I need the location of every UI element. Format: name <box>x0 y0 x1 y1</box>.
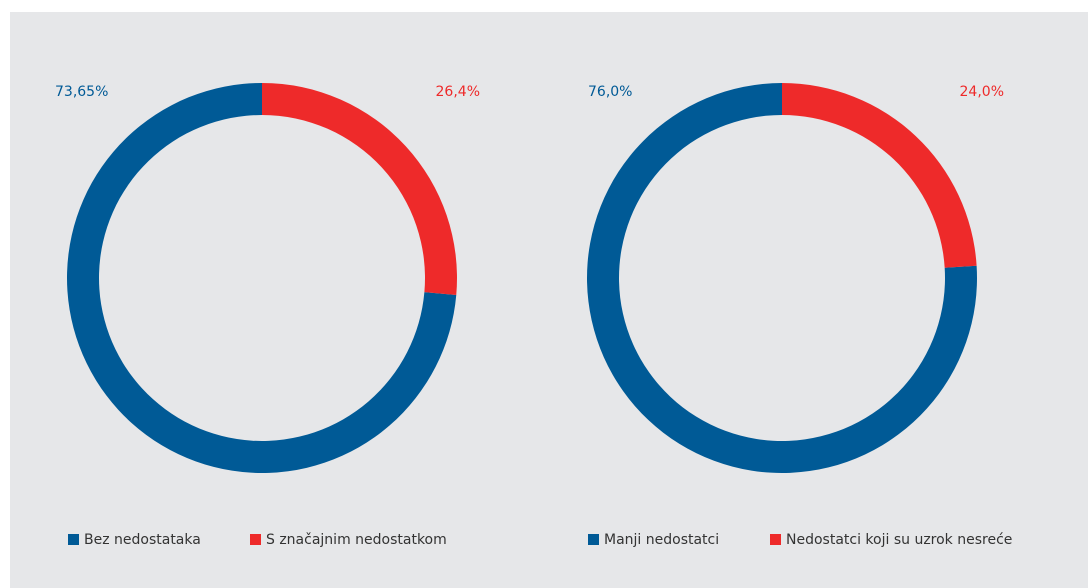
panel <box>10 12 1088 588</box>
value-label: 76,0% <box>588 84 632 100</box>
legend-swatch <box>770 534 781 545</box>
legend-swatch <box>588 534 599 545</box>
legend-label: Bez nedostataka <box>84 532 201 548</box>
legend-label: Nedostatci koji su uzrok nesreće <box>786 532 1012 548</box>
legend-swatch <box>250 534 261 545</box>
legend-label: S značajnim nedostatkom <box>266 532 447 548</box>
value-label: 26,4% <box>436 84 480 100</box>
donut-segment <box>262 83 458 295</box>
legend-swatch <box>68 534 79 545</box>
value-label: 24,0% <box>960 84 1004 100</box>
donut-segment <box>782 83 977 268</box>
value-label: 73,65% <box>55 84 108 100</box>
legend-label: Manji nedostatci <box>604 532 719 548</box>
